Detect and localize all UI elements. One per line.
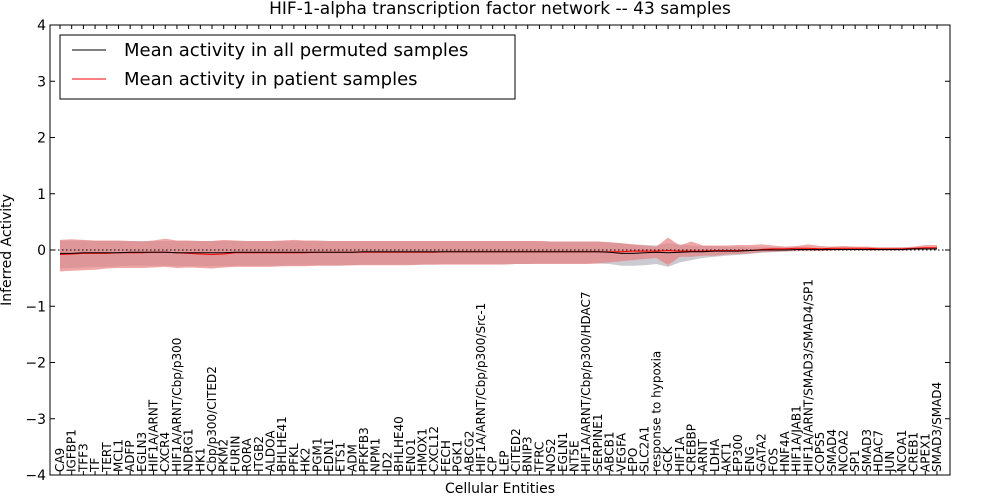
x-tick-label: Cbp/p300/CITED2 <box>205 366 219 472</box>
uncertainty-bands <box>60 237 937 272</box>
x-tick-label: HMOX1 <box>415 428 429 472</box>
x-tick-label: AKT1 <box>720 442 734 472</box>
x-tick-label: CP <box>486 456 500 472</box>
x-tick-label: CREB1 <box>907 432 921 472</box>
x-tick-label: NOS2 <box>544 438 558 472</box>
x-tick-label: GCK <box>661 445 675 472</box>
x-tick-label: HIF1A/ARNT/Cbp/p300 <box>170 338 184 472</box>
y-tick-label: −4 <box>25 468 46 484</box>
x-tick-label: NPM1 <box>369 438 383 472</box>
x-tick-label: LDHA <box>708 438 722 472</box>
x-tick-label: ABCG2 <box>462 430 476 472</box>
x-tick-label: PGM1 <box>310 437 324 472</box>
y-axis-label: Inferred Activity <box>0 194 15 306</box>
legend: Mean activity in all permuted samples Mea… <box>59 34 516 100</box>
y-tick-label: 4 <box>37 18 46 34</box>
x-tick-label: PFKL <box>287 443 301 472</box>
x-tick-label: FECH <box>439 440 453 472</box>
x-tick-label: HIF1A/ARNT/SMAD3/SMAD4/SP1 <box>801 279 815 472</box>
y-axis-ticks: −4 −3 −2 −1 0 1 2 3 4 <box>25 18 950 484</box>
x-tick-label: HNF4A <box>778 430 792 472</box>
x-tick-label: BNIP3 <box>521 436 535 472</box>
y-tick-label: 0 <box>37 243 46 259</box>
x-tick-label: PFKFB3 <box>357 427 371 472</box>
x-tick-label: HK2 <box>299 447 313 472</box>
x-tick-label: CA9 <box>53 448 67 472</box>
x-tick-label: ABCB1 <box>603 432 617 472</box>
x-tick-label: ETS1 <box>334 442 348 472</box>
x-tick-label: HDAC7 <box>872 430 886 472</box>
x-tick-label: SLC2A1 <box>638 426 652 472</box>
y-tick-label: −2 <box>25 356 46 372</box>
x-tick-label: response to hypoxia <box>649 351 663 472</box>
x-tick-label: LEP <box>497 450 511 472</box>
permuted-mean-line <box>60 248 937 254</box>
x-tick-label: TFRC <box>532 442 546 473</box>
x-tick-label: GATA2 <box>755 433 769 472</box>
x-tick-label: IGFBP1 <box>65 429 79 472</box>
x-tick-label: HIF1A/ARNT/Cbp/p300/HDAC7 <box>579 291 593 472</box>
x-tick-label: MCL1 <box>111 439 125 472</box>
x-tick-label: APEX1 <box>918 433 932 472</box>
x-tick-label: ADM <box>345 444 359 472</box>
x-tick-label: COPS5 <box>813 432 827 472</box>
chart-title: HIF-1-alpha transcription factor network… <box>269 0 731 19</box>
x-tick-label: EGLN3 <box>135 432 149 472</box>
y-tick-label: −3 <box>25 412 46 428</box>
x-tick-label: RORA <box>240 437 254 472</box>
x-axis-ticks: CA9IGFBP1TFF3TFTERTMCL1ADFPEGLN3HIF1A/AR… <box>53 25 944 475</box>
y-tick-label: 1 <box>37 187 46 203</box>
y-tick-label: 3 <box>37 74 46 90</box>
x-tick-label: HIF1A/ARNT <box>147 399 161 472</box>
legend-label: Mean activity in all permuted samples <box>124 40 468 61</box>
x-tick-label: NT5E <box>568 440 582 472</box>
x-tick-label: CXCR4 <box>158 432 172 472</box>
series-lines <box>59 247 937 256</box>
x-tick-label: NDRG1 <box>182 429 196 473</box>
x-tick-label: ENO1 <box>404 438 418 472</box>
x-tick-label: EDN1 <box>322 439 336 472</box>
x-tick-label: ID2 <box>380 452 394 472</box>
x-tick-label: TFF3 <box>76 443 90 473</box>
x-tick-label: HIF1A <box>673 436 687 472</box>
x-tick-label: FOS <box>766 448 780 472</box>
x-tick-label: CXCL12 <box>427 426 441 472</box>
legend-box <box>59 34 516 100</box>
x-tick-label: EP300 <box>731 434 745 472</box>
x-tick-label: PGK1 <box>451 440 465 472</box>
x-tick-label: HIF1A/ARNT/Cbp/p300/Src-1 <box>474 303 488 472</box>
x-tick-label: HK1 <box>193 447 207 472</box>
x-tick-label: ITGB2 <box>252 436 266 472</box>
x-tick-label: ALDOA <box>263 430 277 472</box>
x-tick-label: ENG <box>743 446 757 472</box>
x-tick-label: PKM2 <box>217 439 231 472</box>
x-tick-label: SERPINE1 <box>591 413 605 472</box>
x-tick-label: EGLN1 <box>556 432 570 472</box>
x-tick-label: SMAD3 <box>860 429 874 472</box>
x-tick-label: SMAD4 <box>825 429 839 472</box>
legend-label: Mean activity in patient samples <box>124 69 418 90</box>
y-tick-label: 2 <box>37 131 46 147</box>
x-tick-label: ARNT <box>696 438 710 472</box>
x-tick-label: NCOA1 <box>895 430 909 472</box>
x-tick-label: CITED2 <box>509 428 523 472</box>
patient-range-band <box>60 237 937 272</box>
x-tick-label: SP1 <box>848 450 862 473</box>
x-tick-label: FURIN <box>228 435 242 472</box>
x-tick-label: EPO <box>626 448 640 472</box>
x-tick-label: VEGFA <box>614 432 628 472</box>
x-tick-label: ADFP <box>123 440 137 472</box>
x-tick-label: TERT <box>100 442 114 473</box>
x-tick-label: BHLHE41 <box>275 416 289 472</box>
x-tick-label: TF <box>88 458 102 473</box>
x-tick-label: JUN <box>883 451 897 473</box>
x-tick-label: CREBBP <box>684 424 698 472</box>
x-tick-label: BHLHE40 <box>392 416 406 472</box>
x-tick-label: HIF1A/JAB1 <box>790 405 804 472</box>
x-tick-label: NCOA2 <box>836 430 850 472</box>
y-tick-label: −1 <box>25 299 46 315</box>
x-axis-label: Cellular Entities <box>445 481 555 497</box>
x-tick-label: SMAD3/SMAD4 <box>930 382 944 472</box>
